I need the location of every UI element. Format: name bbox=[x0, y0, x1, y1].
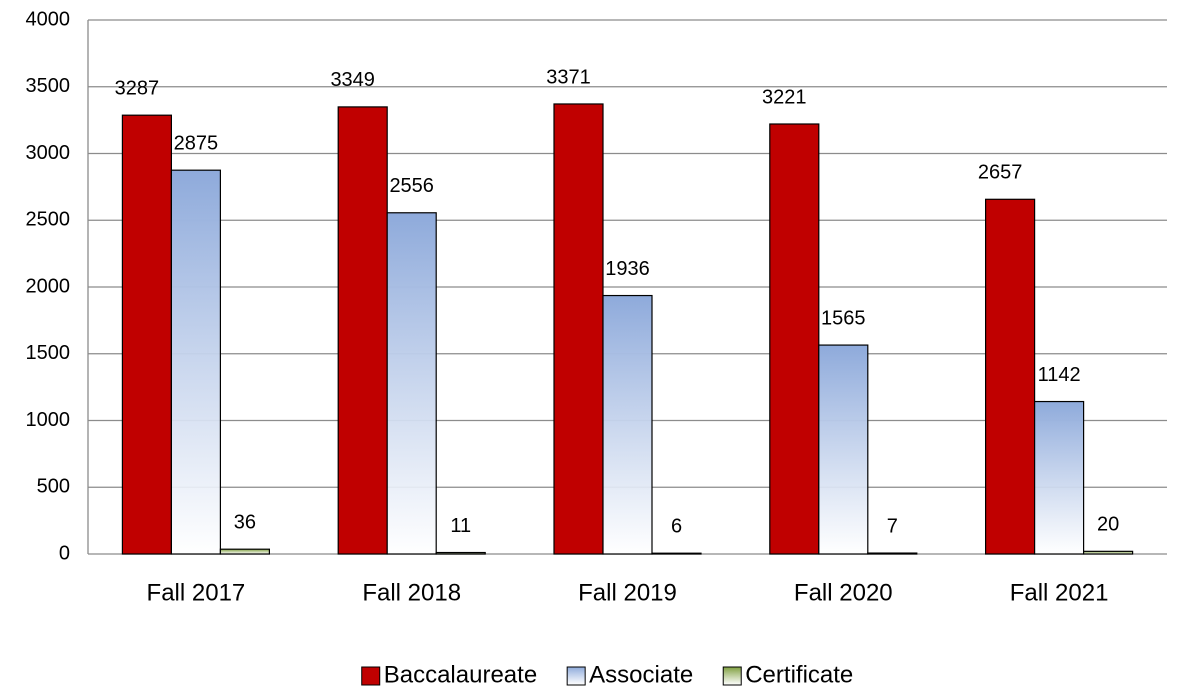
y-tick-label: 3500 bbox=[26, 75, 71, 97]
legend-swatch bbox=[566, 666, 586, 686]
value-label: 1565 bbox=[821, 307, 866, 329]
y-tick-label: 4000 bbox=[26, 8, 71, 30]
bar bbox=[553, 103, 604, 555]
y-tick-label: 2500 bbox=[26, 209, 71, 231]
y-tick-label: 3000 bbox=[26, 142, 71, 164]
bar bbox=[386, 212, 437, 555]
y-tick-label: 1500 bbox=[26, 342, 71, 364]
value-label: 1142 bbox=[1038, 364, 1081, 386]
value-label: 3371 bbox=[546, 66, 591, 88]
legend-label: Baccalaureate bbox=[384, 661, 537, 688]
value-label: 3349 bbox=[330, 69, 375, 91]
x-tick-label: Fall 2017 bbox=[147, 579, 246, 606]
bar bbox=[984, 198, 1036, 555]
x-tick-label: Fall 2020 bbox=[794, 579, 893, 606]
y-tick-label: 500 bbox=[37, 476, 70, 498]
bar bbox=[435, 551, 486, 555]
bar bbox=[651, 552, 702, 555]
value-label: 2875 bbox=[174, 132, 219, 154]
legend-swatch bbox=[722, 666, 742, 686]
bar bbox=[769, 123, 820, 555]
x-tick-label: Fall 2019 bbox=[578, 579, 677, 606]
value-label: 36 bbox=[234, 511, 256, 533]
legend-label: Associate bbox=[589, 661, 693, 688]
value-label: 20 bbox=[1097, 514, 1119, 536]
bar bbox=[219, 548, 270, 555]
bar bbox=[867, 552, 918, 555]
value-label: 3287 bbox=[115, 77, 160, 99]
value-label: 3221 bbox=[762, 86, 807, 108]
value-label: 2657 bbox=[978, 162, 1023, 184]
value-label: 6 bbox=[671, 515, 682, 537]
value-label: 7 bbox=[887, 515, 898, 537]
bar bbox=[121, 114, 173, 555]
value-label: 1936 bbox=[605, 258, 650, 280]
x-tick-label: Fall 2021 bbox=[1010, 579, 1109, 606]
bar bbox=[602, 294, 653, 555]
legend-label: Certificate bbox=[745, 661, 853, 688]
value-label: 11 bbox=[450, 515, 471, 537]
x-tick-label: Fall 2018 bbox=[362, 579, 461, 606]
y-tick-label: 1000 bbox=[26, 409, 71, 431]
bar bbox=[337, 106, 388, 555]
bar bbox=[1082, 550, 1134, 555]
bar bbox=[170, 169, 221, 555]
bar bbox=[818, 344, 869, 555]
legend-swatch bbox=[361, 666, 381, 686]
legend: Baccalaureate Associate Certificate bbox=[361, 661, 853, 688]
y-tick-label: 0 bbox=[59, 542, 70, 564]
bar bbox=[1033, 400, 1085, 555]
y-tick-label: 2000 bbox=[26, 275, 71, 297]
value-label: 2556 bbox=[389, 175, 434, 197]
